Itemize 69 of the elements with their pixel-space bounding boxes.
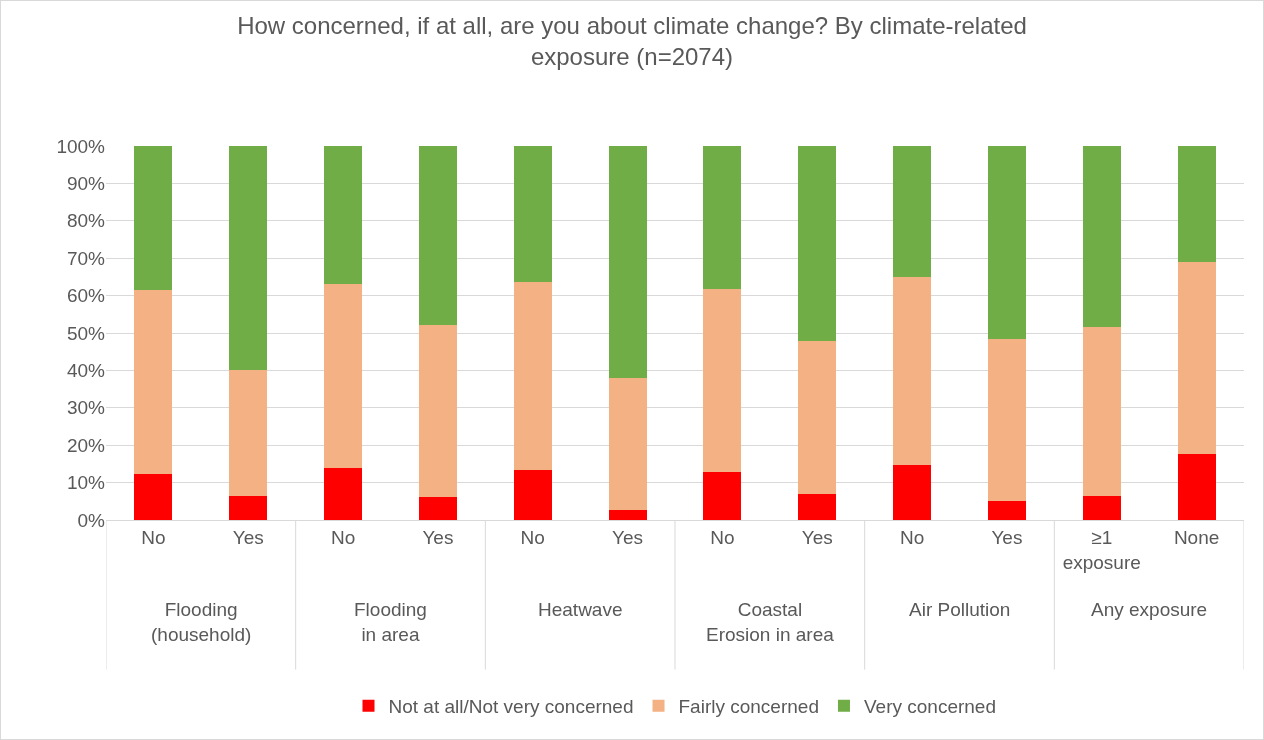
legend-label: Fairly concerned bbox=[678, 696, 819, 718]
x-tick-label: No bbox=[899, 526, 925, 548]
bar bbox=[608, 509, 647, 520]
y-tick-label: 90% bbox=[66, 173, 106, 195]
legend-label: Very concerned bbox=[863, 696, 996, 718]
bar bbox=[418, 497, 457, 520]
bar bbox=[987, 338, 1026, 501]
bar bbox=[134, 146, 173, 290]
text: Air Pollution bbox=[909, 599, 1011, 620]
bar bbox=[1177, 454, 1216, 520]
x-tick-label: No bbox=[330, 526, 356, 548]
legend-label: Not at all/Not very concerned bbox=[388, 696, 634, 718]
text: Flooding in area bbox=[354, 599, 427, 645]
text: Heatwave bbox=[538, 599, 623, 620]
y-tick-label: 80% bbox=[66, 210, 106, 232]
bar bbox=[134, 474, 173, 520]
x-tick-label: Yes bbox=[801, 526, 833, 548]
x-tick-label: Yes bbox=[232, 526, 264, 548]
x-tick-label: No bbox=[520, 526, 545, 548]
y-tick-label: 40% bbox=[66, 360, 106, 382]
bar bbox=[798, 340, 837, 495]
bar bbox=[229, 496, 268, 520]
bar bbox=[513, 146, 552, 283]
x-tick-label: ≥1 exposure bbox=[1062, 526, 1141, 573]
y-tick-label: 10% bbox=[66, 472, 106, 494]
bar bbox=[513, 282, 552, 471]
bar bbox=[987, 146, 1026, 339]
x-tick-label: None bbox=[1173, 526, 1220, 548]
x-tick-label: No bbox=[710, 526, 735, 548]
text: Flooding (household) bbox=[151, 599, 252, 645]
bar bbox=[513, 470, 552, 520]
bar bbox=[324, 468, 363, 520]
bar bbox=[1082, 327, 1121, 497]
bar bbox=[1177, 146, 1216, 262]
bar bbox=[418, 325, 457, 498]
bar bbox=[893, 277, 932, 466]
x-tick-label: Yes bbox=[991, 526, 1023, 548]
y-tick-label: 30% bbox=[66, 397, 106, 419]
bar bbox=[703, 472, 742, 520]
bar bbox=[134, 289, 173, 475]
y-tick-label: 100% bbox=[56, 135, 106, 157]
bar bbox=[703, 289, 742, 473]
y-tick-label: 0% bbox=[77, 509, 106, 531]
text: Coastal Erosion in area bbox=[706, 599, 835, 645]
bar bbox=[798, 146, 837, 341]
bar bbox=[1082, 496, 1121, 520]
text: Any exposure bbox=[1091, 599, 1208, 620]
bar bbox=[1082, 146, 1121, 328]
bar bbox=[1177, 261, 1216, 455]
bar bbox=[798, 494, 837, 520]
bar bbox=[608, 146, 647, 378]
bar bbox=[987, 500, 1026, 520]
bar bbox=[893, 465, 932, 520]
x-tick-label: Yes bbox=[612, 526, 644, 548]
y-tick-label: 20% bbox=[66, 434, 106, 456]
x-tick-label: Yes bbox=[422, 526, 454, 548]
y-tick-label: 50% bbox=[66, 322, 106, 344]
bar bbox=[608, 377, 647, 510]
bar bbox=[229, 146, 268, 370]
bar bbox=[324, 284, 363, 469]
y-tick-label: 70% bbox=[66, 247, 106, 269]
chart-title: How concerned, if at all, are you about climate change? By climate-related exposure (n=2074) bbox=[237, 12, 1027, 71]
y-tick-label: 60% bbox=[66, 285, 106, 307]
bar bbox=[229, 369, 268, 497]
x-tick-label: No bbox=[141, 526, 166, 548]
bar bbox=[893, 146, 932, 278]
bar bbox=[324, 146, 363, 285]
bar bbox=[703, 146, 742, 290]
bar bbox=[418, 146, 457, 326]
